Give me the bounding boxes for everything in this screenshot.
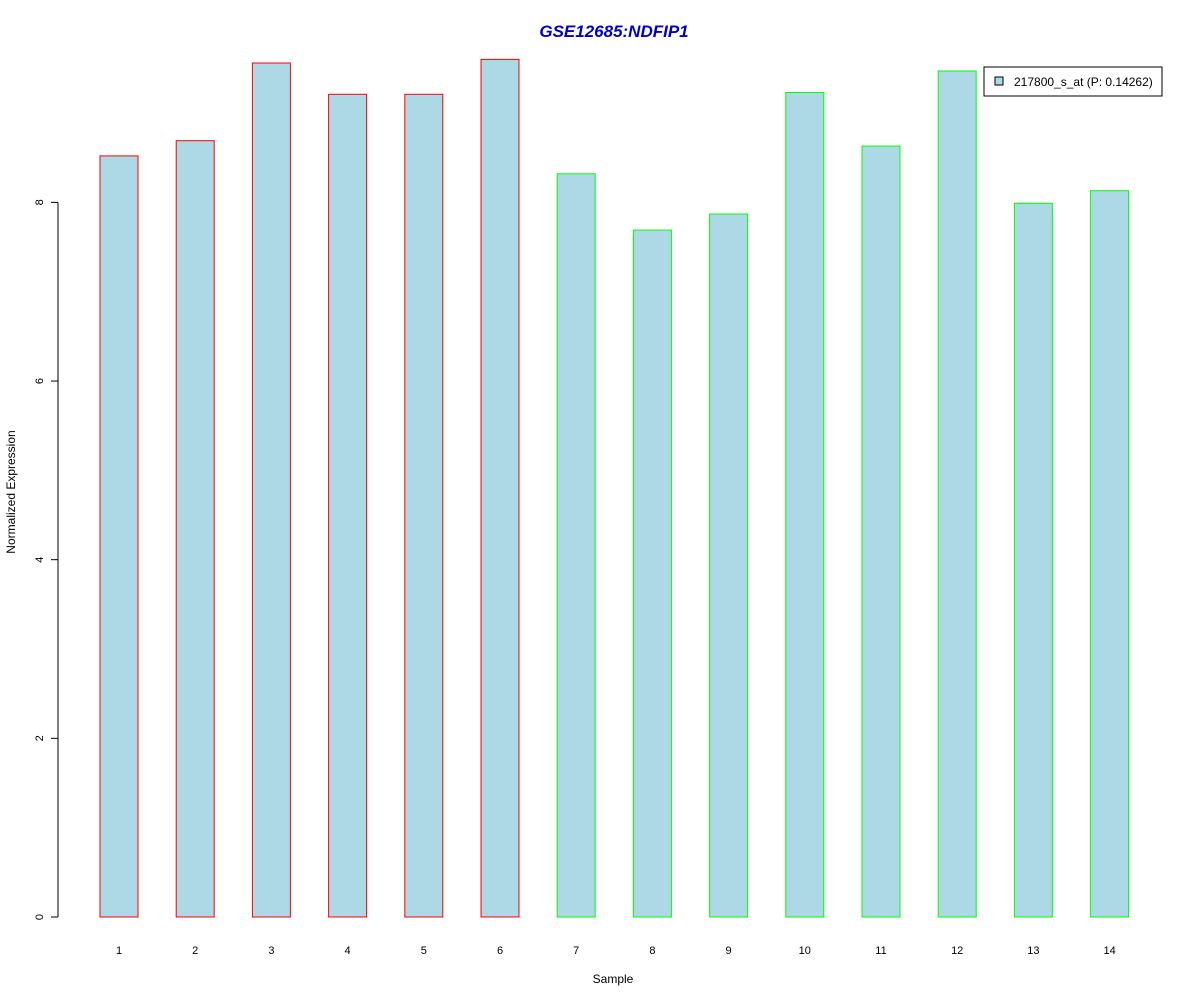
bar-sample-6 (480, 58, 520, 918)
y-axis-label: Normalized Expression (4, 430, 18, 553)
x-tick-label: 14 (1103, 945, 1115, 957)
bar-sample-3 (251, 62, 291, 918)
bar-sample-1 (99, 155, 139, 918)
y-tick-label: 8 (34, 199, 46, 205)
x-tick-label: 9 (726, 945, 732, 957)
x-tick-label: 6 (497, 945, 503, 957)
x-tick-label: 2 (192, 945, 198, 957)
y-tick-label: 4 (34, 557, 46, 563)
x-tick-label: 1 (116, 945, 122, 957)
legend-swatch (994, 76, 1004, 86)
bar-sample-9 (709, 213, 749, 918)
x-tick-label: 11 (875, 945, 886, 957)
legend-label: 217800_s_at (P: 0.14262) (1014, 75, 1153, 89)
legend: 217800_s_at (P: 0.14262) (983, 66, 1163, 97)
x-tick-label: 8 (649, 945, 655, 957)
legend-box (983, 66, 1163, 97)
y-tick-label: 0 (34, 914, 46, 920)
x-tick-label: 3 (268, 945, 274, 957)
bar-sample-11 (861, 145, 901, 918)
x-tick-label: 4 (345, 945, 351, 957)
x-tick-label: 10 (799, 945, 811, 957)
bar-sample-2 (175, 140, 215, 918)
bar-sample-5 (404, 93, 444, 918)
y-tick-label: 2 (34, 735, 46, 741)
chart-title: GSE12685:NDFIP1 (539, 22, 688, 41)
x-tick-labels: 1 2 3 4 5 6 7 8 9 10 11 12 13 14 (116, 945, 1116, 957)
bar-sample-10 (785, 92, 825, 918)
x-axis-label: Sample (593, 972, 634, 986)
bar-sample-7 (556, 173, 596, 918)
y-tick-label: 6 (34, 378, 46, 384)
x-tick-label: 5 (421, 945, 427, 957)
bars-group (99, 58, 1130, 918)
y-axis: 0 2 4 6 8 (34, 199, 59, 920)
bar-sample-12 (937, 70, 977, 918)
x-tick-label: 12 (951, 945, 963, 957)
bar-sample-8 (632, 229, 672, 918)
bar-sample-14 (1090, 190, 1130, 918)
x-tick-label: 13 (1027, 945, 1039, 957)
bar-sample-13 (1013, 202, 1053, 918)
bar-sample-4 (328, 93, 368, 918)
x-tick-label: 7 (573, 945, 579, 957)
